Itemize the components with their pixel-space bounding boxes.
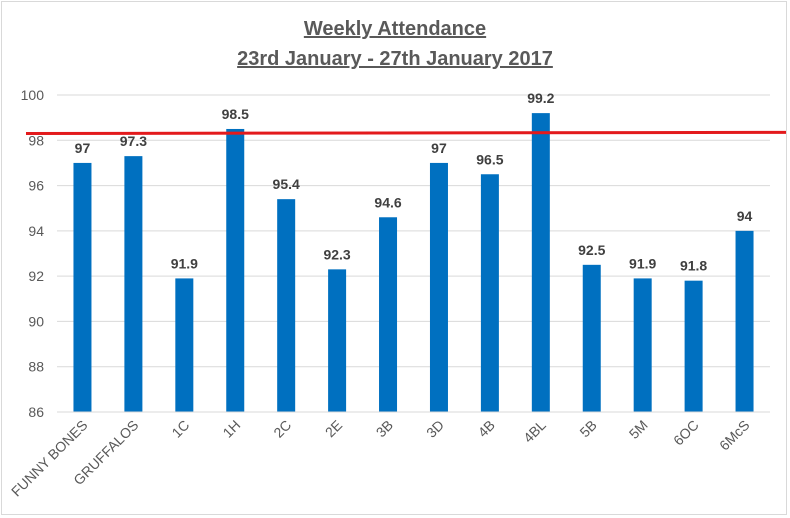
gridlines xyxy=(57,94,770,413)
data-labels: 97 97.3 91.9 98.5 95.4 92.3 94.6 97 96.5 99.2 92.5… xyxy=(75,90,753,274)
x-tick-label: 2E xyxy=(322,417,345,440)
x-tick-label: 3B xyxy=(373,417,396,440)
bar-6mcs xyxy=(735,230,754,412)
bar-4bl xyxy=(531,113,550,412)
y-tick-label: 94 xyxy=(28,223,44,239)
data-label: 91.8 xyxy=(680,258,707,274)
bar-5b xyxy=(582,264,601,412)
x-tick-label: 4BL xyxy=(520,417,549,446)
bar-2c xyxy=(277,199,296,412)
x-tick-label: 6McS xyxy=(716,417,753,454)
bar-5m xyxy=(633,278,652,412)
bar-3d xyxy=(429,162,448,412)
bar-4b xyxy=(480,174,499,412)
y-tick-label: 90 xyxy=(28,313,44,329)
data-label: 97 xyxy=(431,140,447,156)
target-line-group xyxy=(25,130,787,135)
data-label: 94.6 xyxy=(374,194,401,210)
bar-6oc xyxy=(684,280,703,412)
bar-1h xyxy=(226,128,245,412)
data-label: 97 xyxy=(75,140,91,156)
data-label: 92.3 xyxy=(323,246,350,262)
data-label: 94 xyxy=(737,208,753,224)
bar-funny-bones xyxy=(73,162,92,412)
data-label: 91.9 xyxy=(629,255,656,271)
data-label: 99.2 xyxy=(527,90,554,106)
data-label: 98.5 xyxy=(222,106,249,122)
y-tick-label: 92 xyxy=(28,268,44,284)
bar-1c xyxy=(175,278,194,412)
x-tick-label: 2C xyxy=(270,417,294,441)
x-tick-label: 1H xyxy=(219,417,243,441)
data-label: 96.5 xyxy=(476,151,503,167)
y-axis: 86 88 90 92 94 96 98 100 xyxy=(21,87,45,420)
x-tick-label: 1C xyxy=(168,417,192,441)
bars xyxy=(73,113,754,412)
x-tick-label: 5B xyxy=(576,417,599,440)
x-tick-label: 3D xyxy=(423,417,447,441)
data-label: 92.5 xyxy=(578,242,605,258)
bar-2e xyxy=(328,269,347,412)
data-label: 97.3 xyxy=(120,133,147,149)
target-line xyxy=(25,130,787,135)
y-tick-label: 100 xyxy=(21,87,45,103)
bar-3b xyxy=(379,217,398,412)
x-tick-label: FUNNY BONES xyxy=(8,417,91,500)
data-label: 95.4 xyxy=(273,176,300,192)
y-tick-label: 98 xyxy=(28,132,44,148)
x-tick-label: 5M xyxy=(626,417,651,442)
chart-subtitle: 23rd January - 27th January 2017 xyxy=(237,48,553,70)
y-tick-label: 96 xyxy=(28,178,44,194)
data-label: 91.9 xyxy=(171,255,198,271)
x-tick-label: 4B xyxy=(475,417,498,440)
y-tick-label: 88 xyxy=(28,359,44,375)
bar-gruffalos xyxy=(124,156,143,412)
x-tick-label: 6OC xyxy=(670,417,702,449)
y-tick-label: 86 xyxy=(28,404,44,420)
chart-title: Weekly Attendance xyxy=(303,18,487,40)
